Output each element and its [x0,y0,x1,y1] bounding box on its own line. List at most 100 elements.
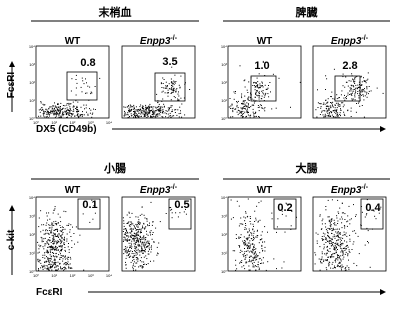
dot [67,261,69,263]
dot [290,106,291,108]
dot [134,112,136,114]
dot [134,245,136,247]
dot [253,232,255,234]
dot [349,251,351,253]
dot [341,244,343,246]
dot [260,85,262,87]
dot [55,223,57,225]
dot [352,98,354,100]
dot [87,85,89,87]
dot [252,223,254,225]
dot [54,102,55,104]
dot [147,242,149,244]
dot [55,248,57,250]
dot [336,94,338,96]
dot [168,110,170,112]
dot [147,234,149,236]
dot [336,109,338,111]
dot [62,105,64,106]
dot [46,116,48,118]
dot [357,88,359,90]
dot [52,111,54,113]
dot [349,90,351,92]
dot [171,66,173,68]
dot [162,116,164,118]
dot [267,231,268,233]
dot [330,267,332,269]
dot [363,80,365,82]
group-title: 脾臓 [296,5,318,19]
dot [180,110,181,112]
gate [168,198,192,230]
dot [128,212,130,214]
dot [366,93,367,95]
dot [230,218,232,220]
dot [40,101,42,103]
dot [165,213,167,214]
x-axis-label: FcεRI [36,287,63,298]
dot [347,246,349,248]
dot [340,262,341,264]
dot [87,114,89,116]
dot [353,85,354,87]
dot [258,73,260,75]
dot [239,65,241,67]
dot [328,235,329,237]
dot [152,113,154,115]
dot [73,106,75,108]
dot [167,107,169,109]
dot [324,259,326,261]
dot [325,267,327,269]
dot [149,106,150,108]
dot [47,265,49,267]
dot [281,213,283,215]
dot [335,102,337,104]
dot [353,86,355,88]
dot [236,104,238,106]
dot [339,207,341,209]
genotype-superscript: -/- [361,35,368,42]
dot [354,93,356,95]
y-tick-label: 10¹ [29,98,35,103]
dot [144,263,146,265]
dot [322,239,324,241]
dot [136,225,138,227]
dot [130,255,132,257]
dot [140,250,142,252]
dot [126,246,128,248]
dot [314,252,316,254]
dot [68,251,70,253]
dot [255,217,257,219]
dot [136,259,138,261]
dot [366,79,368,81]
dot [267,261,269,263]
dot [253,225,254,227]
dot [338,245,340,247]
dot [353,80,355,82]
dot [68,223,70,225]
dot [64,236,65,238]
dot [244,248,245,249]
dot [338,235,339,237]
dot [61,246,63,248]
dot [63,238,65,240]
dot [342,253,344,255]
dot [42,267,44,269]
dot [55,234,56,236]
y-tick-label: 10² [221,80,227,85]
dot [141,232,142,233]
dot [72,101,74,103]
dot [239,252,241,253]
dot [248,104,249,106]
dot [349,87,351,89]
dot [57,109,59,111]
dot [139,223,141,225]
plot [227,196,302,272]
dot [63,267,65,268]
dot [142,266,144,268]
dot [348,80,350,82]
dot [138,115,140,117]
dot [341,250,343,252]
dot [141,249,142,251]
dot [140,240,142,242]
